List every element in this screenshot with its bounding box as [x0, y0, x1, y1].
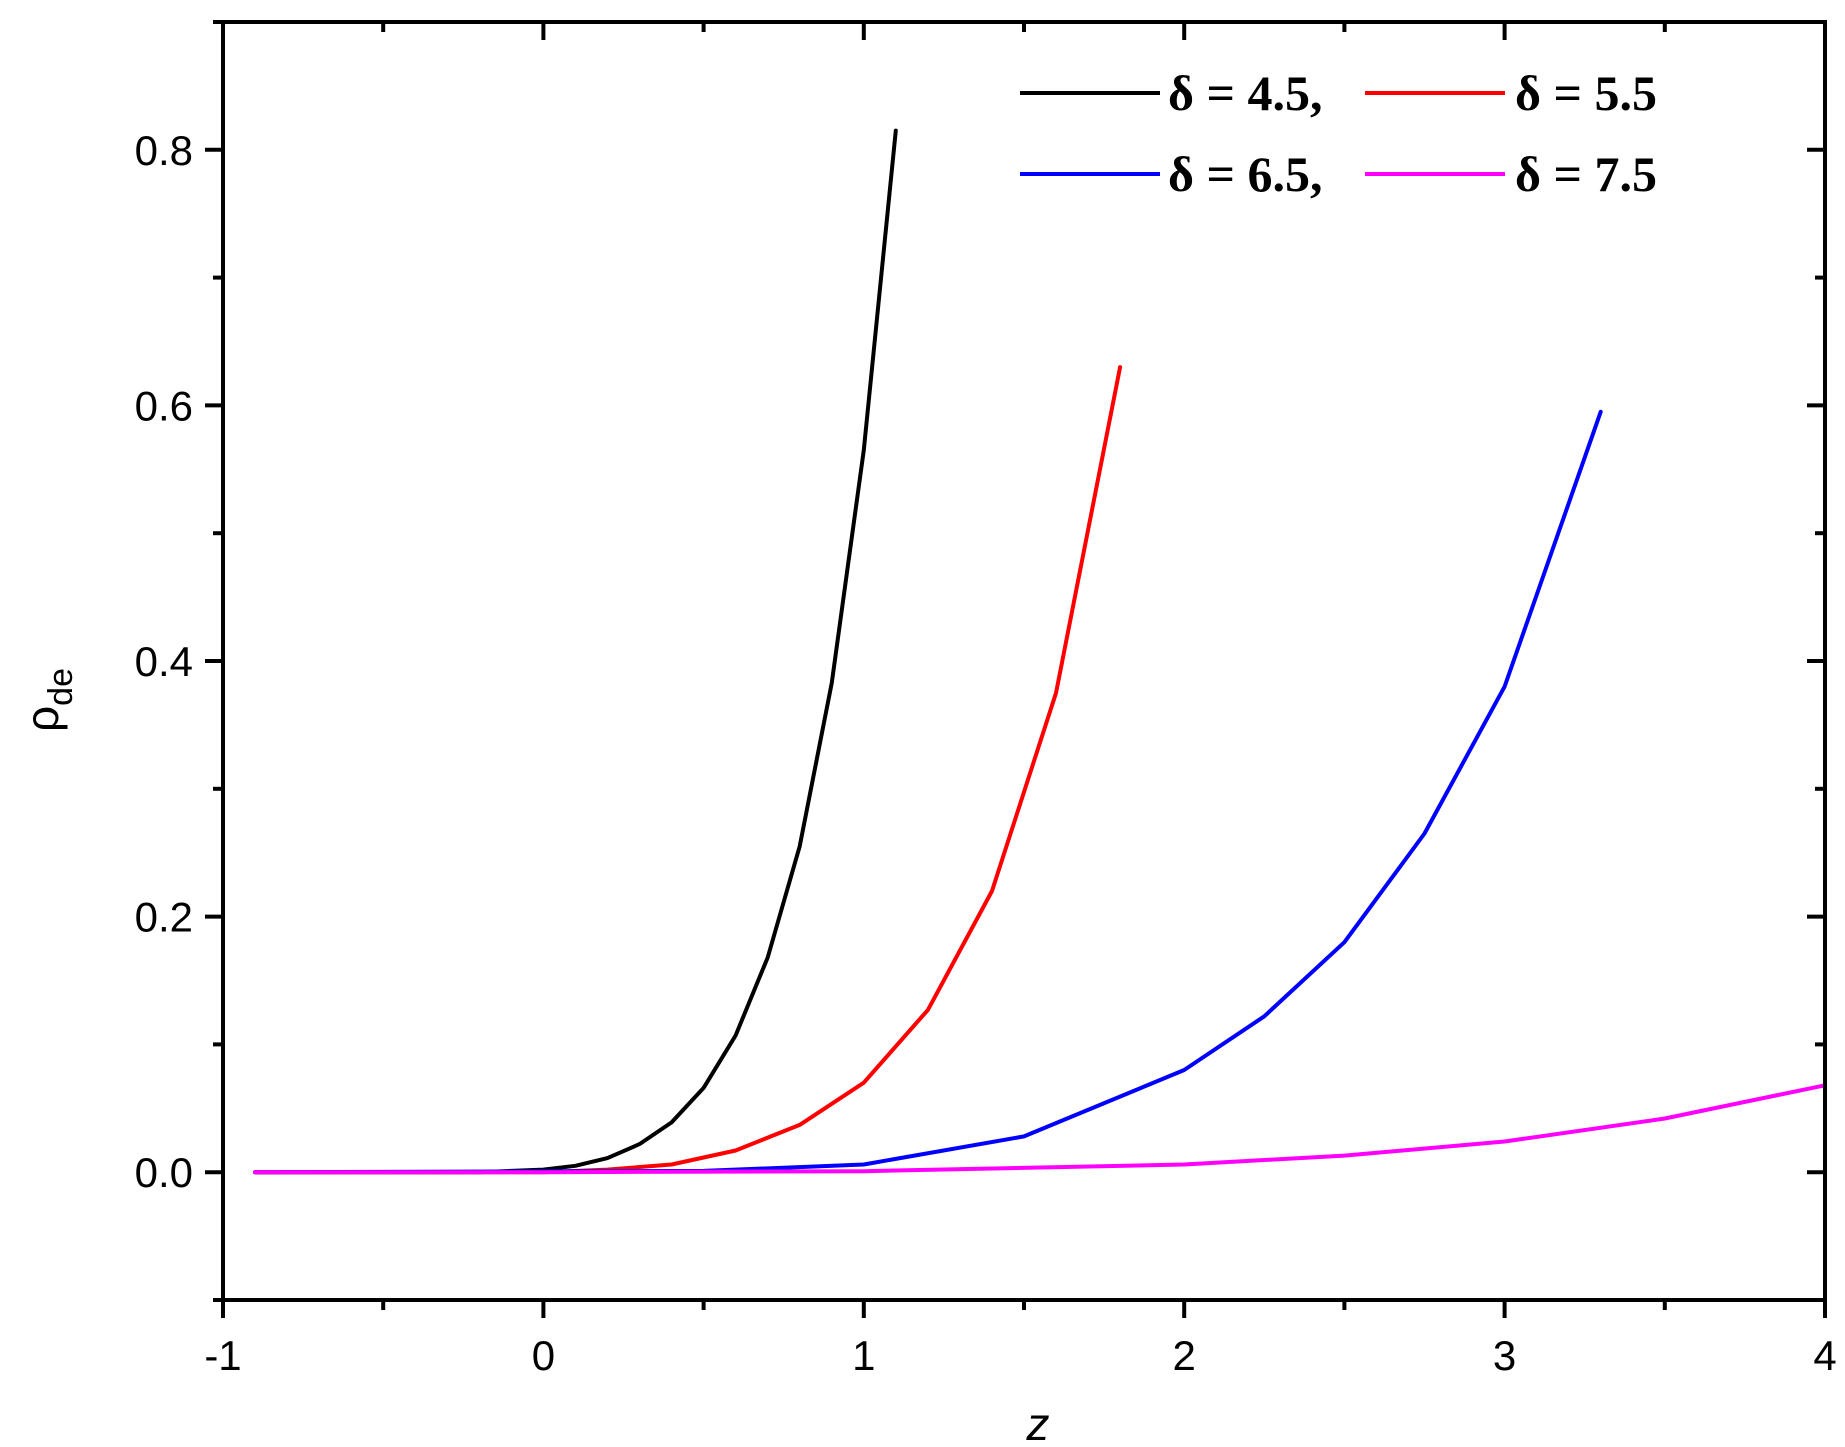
legend-label-1: δ = 4.5, [1168, 65, 1322, 121]
y-tick-label: 0.4 [135, 638, 193, 685]
x-tick-label: 0 [532, 1332, 555, 1379]
y-tick-label: 0.0 [135, 1149, 193, 1196]
tick-labels: -1 0 1 2 3 4 0.0 0.2 0.4 0.6 0.8 [135, 127, 1837, 1379]
series-line-4 [253, 1083, 1827, 1175]
y-axis-title-subscript: de [42, 668, 80, 706]
legend-label-4: δ = 7.5 [1515, 146, 1657, 202]
y-tick-label: 0.2 [135, 894, 193, 941]
legend-label-2: δ = 5.5 [1515, 65, 1657, 121]
x-tick-label: 4 [1813, 1332, 1836, 1379]
legend-label-3: δ = 6.5, [1168, 146, 1322, 202]
x-tick-label: -1 [204, 1332, 241, 1379]
y-axis-title-main: ρ [16, 706, 68, 732]
x-axis-title: z [1026, 1398, 1050, 1447]
axis-ticks [205, 20, 1827, 1318]
y-tick-label: 0.8 [135, 127, 193, 174]
y-axis-title: ρde [16, 668, 80, 732]
x-tick-label: 2 [1173, 1332, 1196, 1379]
series-line-2 [253, 365, 1123, 1175]
legend: δ = 4.5, δ = 5.5 δ = 6.5, δ = 7.5 [1020, 65, 1657, 202]
series-line-1 [253, 128, 898, 1175]
y-tick-label: 0.6 [135, 382, 193, 429]
series-line-3 [253, 409, 1603, 1175]
x-tick-label: 3 [1493, 1332, 1516, 1379]
series-lines [253, 128, 1827, 1175]
x-tick-label: 1 [852, 1332, 875, 1379]
plot-frame [221, 20, 1827, 1302]
